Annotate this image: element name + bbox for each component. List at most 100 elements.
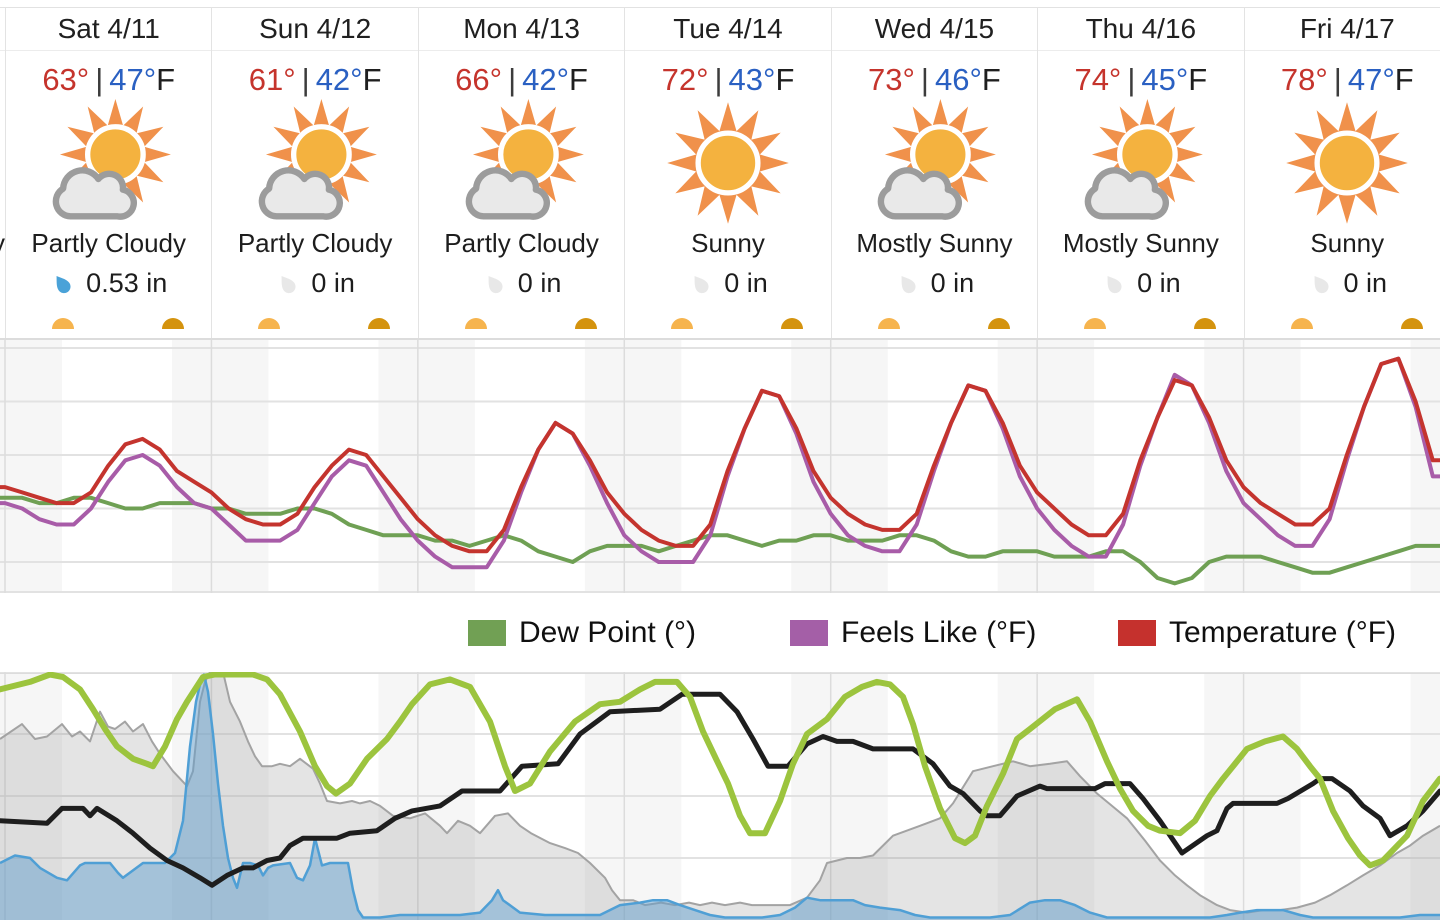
- low-temp: 46°: [934, 62, 982, 97]
- high-temp: 78°: [1280, 62, 1328, 97]
- temp-separator: |: [1333, 62, 1342, 97]
- temp-separator: |: [714, 62, 723, 97]
- condition-label: Partly Cloudy: [444, 228, 599, 258]
- precip-value: 0 in: [724, 268, 768, 298]
- temp-unit: F: [1188, 62, 1208, 97]
- condition-icon-wrap: [625, 99, 830, 229]
- sunrise-icon: [52, 318, 74, 329]
- blue-area-fill: [0, 674, 1440, 920]
- temp-separator: |: [1127, 62, 1136, 97]
- chart-legend: Dew Point (°) Feels Like (°F) Temperature …: [0, 593, 1440, 672]
- condition-label: Mostly Sunny: [856, 228, 1013, 258]
- high-low-temps: 74° | 45°F: [1038, 62, 1243, 98]
- forecast-day-tile[interactable]: Mon 4/13 66° | 42°F Partly Cloudy 0 in: [417, 7, 624, 338]
- precip-amount: 0 in: [419, 268, 624, 299]
- low-temp: 47°: [1347, 62, 1395, 97]
- legend-item: Temperature (°F): [1118, 593, 1396, 672]
- partly-cloudy-icon: [878, 99, 997, 220]
- precip-value: 0 in: [1343, 268, 1388, 298]
- high-low-temps: 61° | 42°F: [212, 62, 417, 98]
- blue-area-edge: [0, 673, 1440, 919]
- precip-value: 0 in: [930, 268, 975, 298]
- condition-icon-wrap: [212, 99, 417, 229]
- temperature-f-line: [0, 356, 1440, 554]
- condition-label: Sunny: [691, 228, 765, 258]
- temp-unit: F: [775, 62, 795, 97]
- temp-unit: F: [1394, 62, 1414, 97]
- feels-like-f-line: [0, 356, 1440, 570]
- precip-droplet-icon: [488, 275, 503, 293]
- precip-amount: 0 in: [1038, 268, 1243, 299]
- green-line: [0, 672, 1440, 869]
- condition-label: Mostly Sunny: [1062, 228, 1219, 258]
- temp-unit: F: [981, 62, 1001, 97]
- high-temp: 66°: [455, 62, 503, 97]
- humidity-cloud-precip-chart[interactable]: [0, 672, 1440, 920]
- temp-separator: |: [95, 62, 104, 97]
- temp-separator: |: [301, 62, 310, 97]
- low-temp: 45°: [1141, 62, 1189, 97]
- legend-label: Dew Point (°): [519, 615, 697, 649]
- condition-label: Partly Cloudy: [31, 228, 187, 258]
- forecast-day-tile[interactable]: Sat 4/11 63° | 47°F Partly Cloudy 0.53 in: [5, 7, 211, 338]
- high-temp: 72°: [661, 62, 709, 97]
- high-low-temps: 72° | 43°F: [625, 62, 830, 98]
- partly-cloudy-icon: [52, 99, 171, 220]
- precip-droplet-icon: [901, 275, 916, 293]
- forecast-day-tile[interactable]: Wed 4/15 73° | 46°F Mostly Sunny 0 in: [830, 7, 1037, 338]
- precip-amount: 0.53 in: [6, 268, 211, 299]
- sunset-icon: [162, 318, 184, 329]
- tiles-top-divider: [0, 7, 1440, 8]
- temperature-feelslike-dewpoint-chart[interactable]: [0, 338, 1440, 593]
- forecast-day-tile[interactable]: Thu 4/16 74° | 45°F Mostly Sunny 0 in: [1037, 7, 1243, 338]
- precip-value: 0 in: [517, 268, 562, 298]
- high-temp: 74°: [1074, 62, 1122, 97]
- partly-cloudy-icon: [258, 99, 377, 220]
- precip-amount: 0 in: [832, 268, 1037, 299]
- sunset-icon: [1194, 318, 1217, 329]
- forecast-day-tile[interactable]: Tue 4/14 72° | 43°F Sunny 0 in: [624, 7, 830, 338]
- temp-unit: F: [362, 62, 382, 97]
- condition-icon-wrap: [419, 99, 624, 229]
- condition-icon-wrap: [1245, 99, 1440, 229]
- forecast-day-tile[interactable]: Sun 4/12 61° | 42°F Partly Cloudy 0 in: [211, 7, 417, 338]
- sunrise-icon: [877, 318, 900, 329]
- precip-droplet-icon: [694, 275, 709, 293]
- gray-area-fill: [0, 672, 1440, 920]
- legend-swatch-icon: [468, 619, 506, 646]
- sunset-icon: [781, 318, 804, 329]
- temp-separator: |: [508, 62, 517, 97]
- low-temp: 42°: [522, 62, 570, 97]
- legend-swatch-icon: [1118, 619, 1156, 646]
- legend-item: Dew Point (°): [468, 593, 696, 672]
- day-label: Mon 4/13: [463, 13, 580, 44]
- partly-cloudy-icon: [1084, 99, 1203, 220]
- day-label: Tue 4/14: [673, 13, 783, 44]
- day-label: Wed 4/15: [874, 13, 995, 44]
- sunset-icon: [368, 318, 391, 329]
- high-low-temps: 78° | 47°F: [1245, 62, 1440, 98]
- sunny-icon: [1286, 102, 1409, 224]
- day-label: Fri 4/17: [1299, 13, 1395, 44]
- sunny-icon: [667, 102, 789, 224]
- high-low-temps: 66° | 42°F: [419, 62, 624, 98]
- high-low-temps: 73° | 46°F: [832, 62, 1037, 98]
- precip-droplet-icon: [1314, 275, 1329, 293]
- precip-droplet-icon: [281, 275, 296, 293]
- day-label: Thu 4/16: [1085, 13, 1197, 44]
- temp-separator: |: [920, 62, 929, 97]
- black-line: [0, 691, 1440, 888]
- low-temp: 43°: [728, 62, 776, 97]
- tiles-header-divider: [0, 50, 1440, 51]
- precip-value: 0 in: [1137, 268, 1181, 298]
- sunset-icon: [1400, 318, 1423, 329]
- precip-amount: 0 in: [1245, 268, 1440, 299]
- legend-label: Feels Like (°F): [841, 615, 1037, 649]
- temp-unit: F: [156, 62, 176, 97]
- prev-day-condition-partial: Partly Cloudy: [0, 228, 5, 259]
- forecast-day-tile[interactable]: Fri 4/17 78° | 47°F Sunny 0 in: [1243, 7, 1440, 338]
- high-temp: 61°: [248, 62, 296, 97]
- legend-item: Feels Like (°F): [790, 593, 1036, 672]
